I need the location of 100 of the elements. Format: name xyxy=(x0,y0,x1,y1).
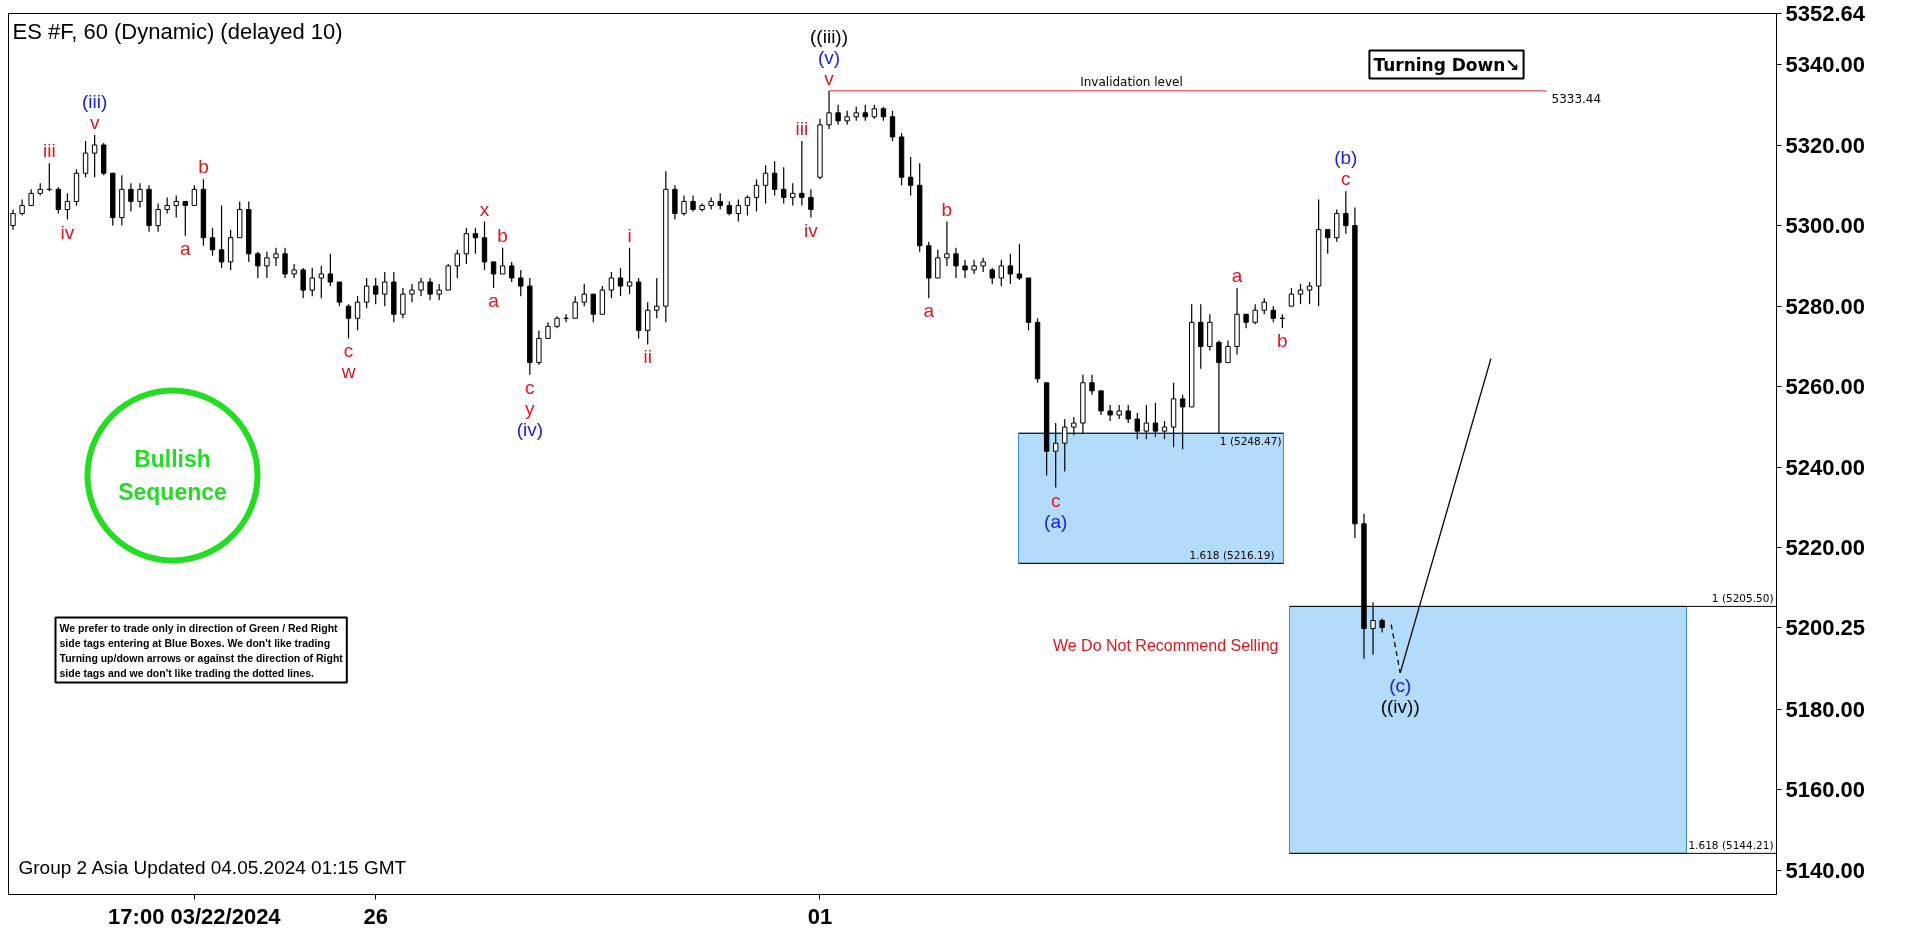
candlestick xyxy=(336,281,343,307)
text: iii xyxy=(42,140,56,162)
candlestick xyxy=(1089,374,1095,396)
candlestick xyxy=(1125,404,1131,424)
candlestick xyxy=(826,90,832,130)
candlestick xyxy=(935,249,941,279)
candlestick xyxy=(282,247,288,279)
candlestick xyxy=(509,261,515,283)
candlestick xyxy=(400,287,406,319)
candlestick xyxy=(454,249,460,279)
candlestick xyxy=(771,160,778,196)
text: b xyxy=(941,198,953,220)
candlestick xyxy=(137,182,143,209)
text: a xyxy=(488,290,499,312)
text: a xyxy=(1231,265,1243,287)
candlestick xyxy=(345,303,352,340)
candlestick xyxy=(626,247,633,295)
candlestick xyxy=(790,182,796,207)
candlestick xyxy=(64,192,71,221)
candlestick xyxy=(173,194,179,219)
candlestick xyxy=(835,104,841,126)
candlestick xyxy=(654,277,660,319)
y-tick-label: 5200.25 xyxy=(1785,615,1866,641)
candlestick xyxy=(1306,281,1313,305)
candlestick xyxy=(1288,287,1295,307)
ref-line-label: 1.618 (5216.19) xyxy=(1189,549,1275,562)
candlestick xyxy=(645,301,651,346)
x-tick-label: 01 xyxy=(807,903,833,929)
text: ((iii)) (v) v xyxy=(810,25,849,89)
annotation: Bullish Sequence xyxy=(118,446,227,505)
candlestick xyxy=(264,251,270,279)
candlestick xyxy=(363,277,370,309)
candlestick xyxy=(209,227,216,257)
candlestick xyxy=(998,259,1004,287)
text: b xyxy=(1277,330,1288,352)
ref-line-label: 1 (5205.50) xyxy=(1711,592,1774,605)
annotation: We prefer to trade only in direction of Green / Red Right side tags entering at Blue Boxes. We don't like trading Turning up/down arrows or against the direction of Right side tags and we don't like trading the dotted lines. xyxy=(59,621,344,679)
y-tick-label: 5240.00 xyxy=(1785,454,1866,480)
text: b xyxy=(497,224,508,246)
y-tick-label: 5180.00 xyxy=(1785,696,1866,722)
text: i xyxy=(627,224,632,246)
candlestick xyxy=(1007,253,1014,285)
candlestick xyxy=(1107,404,1113,422)
y-tick-label: 5352.64 xyxy=(1785,1,1866,26)
candlestick xyxy=(300,267,306,299)
candlestick xyxy=(962,259,968,279)
ref-line-label: Invalidation level xyxy=(1080,74,1183,89)
candlestick xyxy=(55,186,62,215)
text: b xyxy=(198,156,209,178)
y-tick-label: 5280.00 xyxy=(1785,293,1866,319)
candlestick xyxy=(608,271,615,299)
x-tick-label: 17:00 03/22/2024 xyxy=(108,903,282,929)
candlestick xyxy=(617,267,624,297)
text: iv xyxy=(60,221,75,243)
y-tick-label: 5160.00 xyxy=(1785,777,1866,803)
candlestick xyxy=(128,182,134,213)
y-tick-label: 5260.00 xyxy=(1785,374,1866,400)
candlestick xyxy=(472,227,479,255)
candlestick xyxy=(762,164,769,205)
candlestick xyxy=(953,247,959,279)
ref-line-label: 1 (5248.47) xyxy=(1219,435,1282,448)
candlestick xyxy=(191,184,198,207)
candlestick xyxy=(382,271,388,307)
annotation: 5333.44 xyxy=(1551,91,1602,106)
text: iv xyxy=(804,219,818,241)
candlestick xyxy=(889,110,896,142)
candlestick xyxy=(418,277,424,297)
y-tick-label: 5340.00 xyxy=(1785,51,1866,77)
candlestick xyxy=(590,293,596,323)
annotation: We Do Not Recommend Selling xyxy=(1052,637,1279,654)
candlestick xyxy=(944,220,950,267)
text: (b) c xyxy=(1334,147,1358,190)
candlestick xyxy=(744,194,751,217)
data-label: (c) ((iv)) xyxy=(1380,674,1420,717)
y-tick-label: 5300.00 xyxy=(1785,213,1866,239)
candlestick xyxy=(499,247,506,275)
candlestick xyxy=(82,140,89,178)
annotation: Turning Down↘ xyxy=(1373,54,1520,75)
candlestick xyxy=(273,247,279,267)
y-tick-label: 5320.00 xyxy=(1785,132,1866,158)
candlestick xyxy=(1343,190,1349,235)
candlestick xyxy=(1297,283,1304,305)
annotation: Group 2 Asia Updated 04.05.2024 01:15 GMT xyxy=(18,857,407,878)
candlestick xyxy=(91,134,98,178)
x-tick-label: 26 xyxy=(363,903,388,929)
candlestick xyxy=(518,269,524,297)
text: a xyxy=(180,237,191,259)
candlestick xyxy=(572,295,578,319)
candlestick xyxy=(1016,243,1023,281)
candlestick xyxy=(218,204,225,269)
candlestick xyxy=(681,194,687,217)
candlestick xyxy=(799,140,805,207)
y-tick-label: 5220.00 xyxy=(1785,535,1866,561)
candlestick xyxy=(581,283,587,307)
ref-line-label: 1.618 (5144.21) xyxy=(1688,839,1774,852)
text: c y (iv) xyxy=(516,376,544,440)
text: ii xyxy=(643,346,652,368)
candlestick xyxy=(373,277,379,305)
candlestick xyxy=(255,251,261,279)
candlestick xyxy=(907,156,914,196)
